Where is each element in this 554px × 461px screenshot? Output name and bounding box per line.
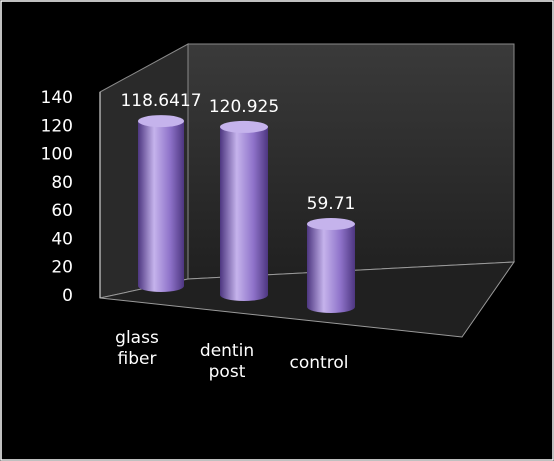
data-label: 59.71 <box>307 194 356 214</box>
bar-3: 59.71 <box>307 194 356 313</box>
bar-2: 120.925 <box>209 97 279 302</box>
bars: 118.6417 120.925 59.71 <box>120 91 355 313</box>
x-category-label: control <box>290 353 349 373</box>
y-tick-label: 20 <box>51 258 73 278</box>
y-tick-label: 60 <box>51 201 73 221</box>
bar-top <box>138 115 184 128</box>
bar-1: 118.6417 <box>120 91 202 292</box>
bar-body <box>307 224 355 313</box>
y-axis: 0 20 40 60 80 100 120 140 <box>41 88 73 306</box>
x-axis: glass fiber dentin post control <box>115 328 348 382</box>
bar-top <box>220 120 268 133</box>
bar-body <box>220 126 268 302</box>
x-category-label: dentin post <box>200 341 254 382</box>
y-tick-label: 140 <box>41 88 73 108</box>
y-tick-label: 0 <box>62 286 73 306</box>
data-label: 118.6417 <box>120 91 201 111</box>
y-tick-label: 120 <box>41 116 73 136</box>
bar-body <box>138 121 184 292</box>
y-tick-label: 100 <box>41 145 73 165</box>
bar-top <box>307 218 355 231</box>
x-category-label: glass fiber <box>115 328 159 369</box>
data-label: 120.925 <box>209 97 279 117</box>
y-tick-label: 80 <box>51 173 73 193</box>
y-tick-label: 40 <box>51 229 73 249</box>
